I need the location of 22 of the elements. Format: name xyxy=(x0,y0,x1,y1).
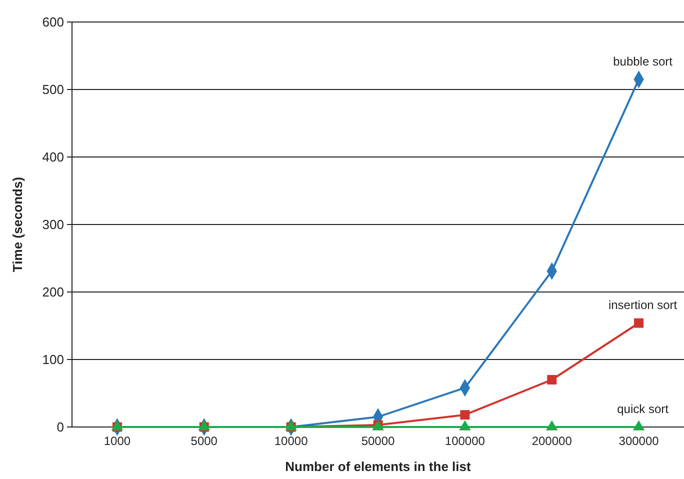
y-tick-label: 400 xyxy=(42,150,64,165)
series-label: quick sort xyxy=(617,402,670,416)
series-label: bubble sort xyxy=(613,54,674,68)
y-tick-label: 0 xyxy=(56,420,64,435)
series-label: insertion sort xyxy=(608,298,678,312)
y-tick-label: 200 xyxy=(42,284,64,300)
x-tick-label: 10000 xyxy=(274,434,308,448)
x-tick-label: 100000 xyxy=(444,434,486,448)
x-tick-label: 200000 xyxy=(532,434,572,448)
y-tick-label: 300 xyxy=(42,217,64,232)
point xyxy=(547,375,557,384)
y-axis-title: Time (seconds) xyxy=(10,176,25,272)
x-axis-title: Number of elements in the list xyxy=(285,459,472,474)
x-tick-label: 5000 xyxy=(190,434,218,448)
x-tick-label: 300000 xyxy=(618,434,660,448)
point xyxy=(634,318,644,328)
x-tick-label: 1000 xyxy=(104,434,131,448)
y-tick-label: 100 xyxy=(42,352,64,368)
y-tick-label: 500 xyxy=(42,82,64,98)
x-tick-label: 50000 xyxy=(361,434,396,448)
point xyxy=(460,410,470,420)
y-tick-label: 600 xyxy=(42,14,64,30)
